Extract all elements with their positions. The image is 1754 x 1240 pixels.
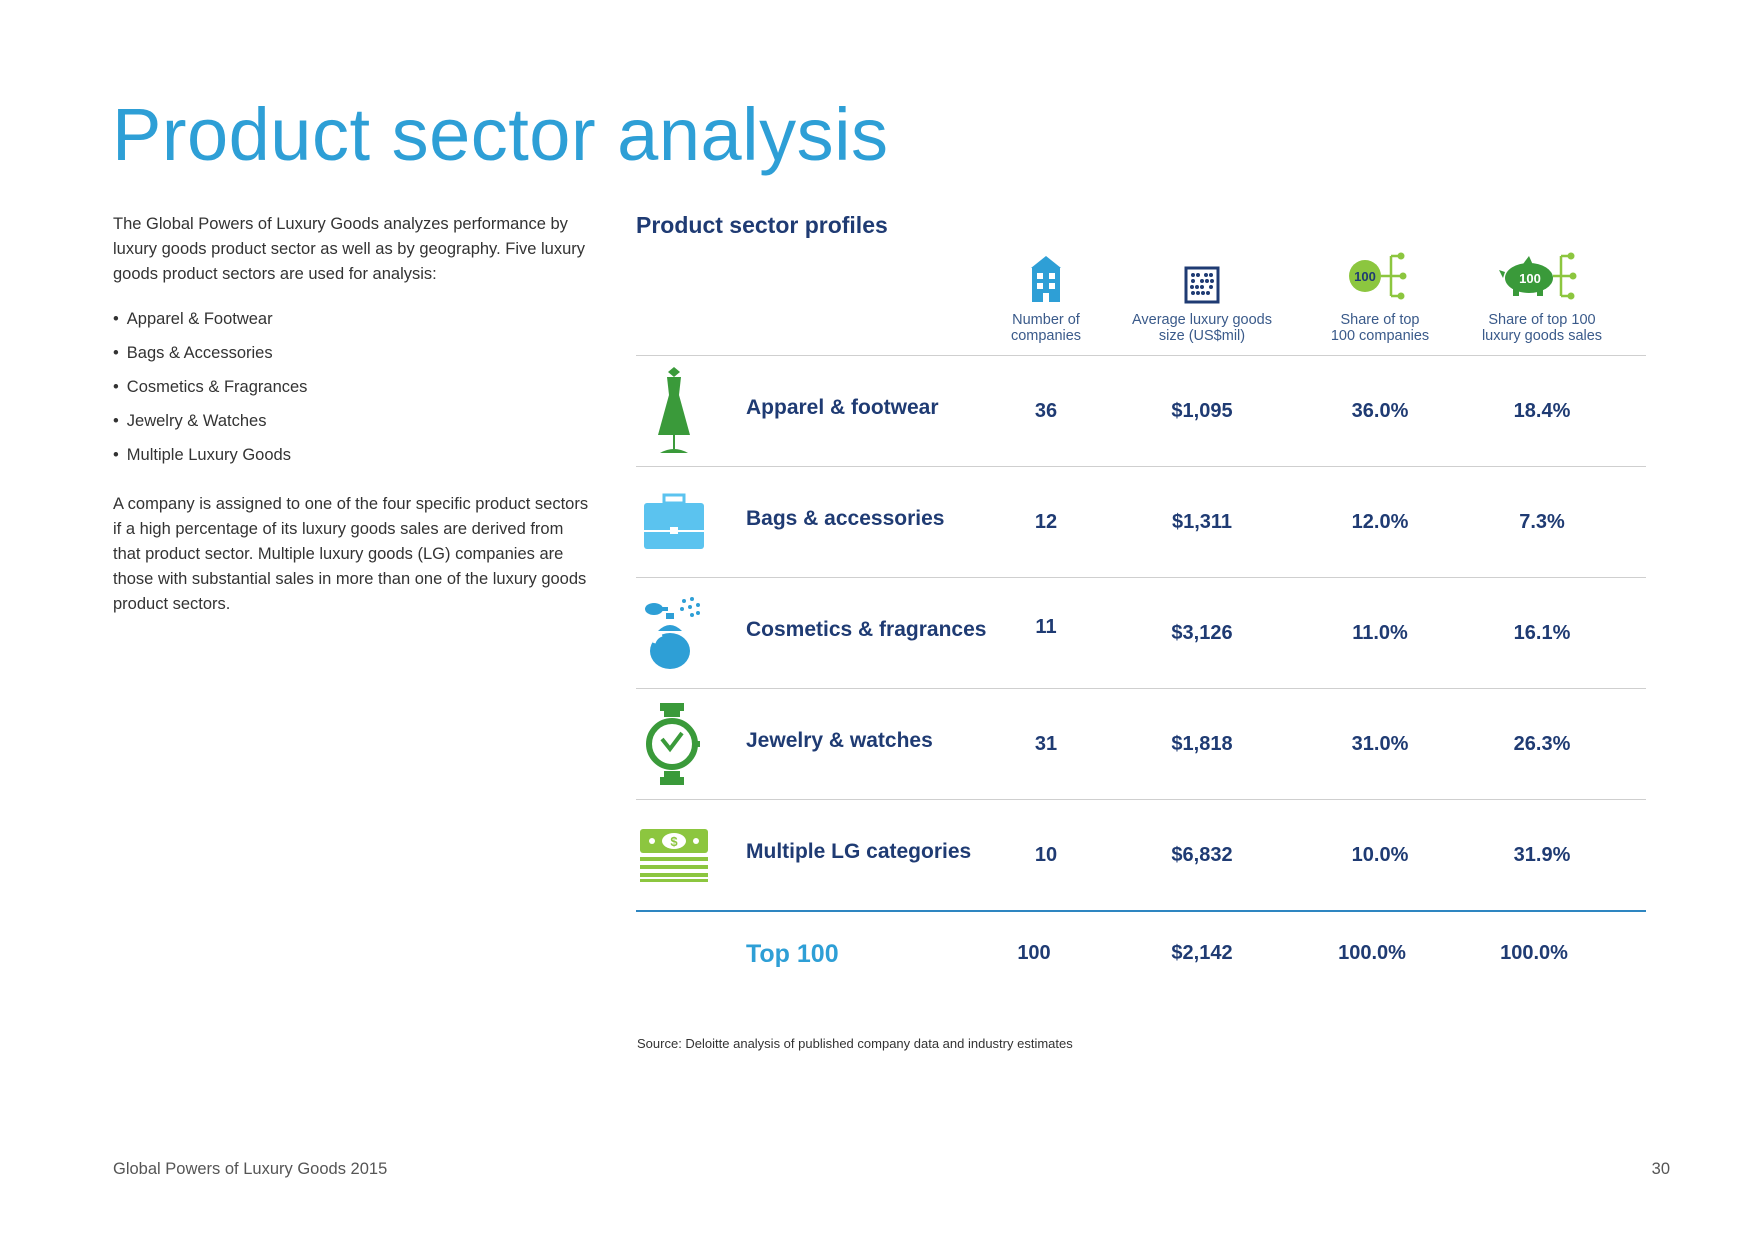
list-item: Bags & Accessories (113, 341, 593, 366)
table-row-total: Top 100 100 $2,142 100.0% 100.0% (636, 910, 1646, 1002)
cell-share-companies: 36.0% (1351, 400, 1409, 422)
cell-share-companies: 31.0% (1351, 733, 1409, 755)
col-label-line1: Number of (1012, 312, 1080, 328)
cell-avg-size: $1,818 (1171, 733, 1233, 755)
list-item: Multiple Luxury Goods (113, 443, 593, 468)
col-label-line2: 100 companies (1330, 328, 1430, 344)
cell-share-companies: 100.0% (1338, 942, 1406, 964)
row-label: Cosmetics & fragrances (746, 618, 987, 641)
page-number: 30 (1651, 1160, 1670, 1178)
row-label: Bags & accessories (746, 507, 945, 530)
list-item: Cosmetics & Fragrances (113, 375, 593, 400)
cell-share-companies: 10.0% (1351, 844, 1409, 866)
table-body: Apparel & footwear 36 $1,095 36.0% 18.4%… (636, 355, 1646, 1002)
cell-count: 10 (1034, 844, 1058, 866)
intro-paragraph-2: A company is assigned to one of the four… (113, 495, 589, 613)
cell-share-sales: 100.0% (1500, 942, 1568, 964)
cell-count: 12 (1034, 511, 1058, 533)
col-head-share-companies: 100 Share of top 100 companies (1300, 244, 1460, 344)
svg-text:$: $ (670, 834, 678, 849)
cell-avg-size: $1,311 (1171, 511, 1233, 533)
row-label: Apparel & footwear (746, 396, 939, 419)
table-row: Jewelry & watches 31 $1,818 31.0% 26.3% (636, 688, 1646, 799)
page-title: Product sector analysis (112, 93, 889, 176)
cell-share-sales: 7.3% (1519, 511, 1565, 533)
cell-share-sales: 26.3% (1513, 733, 1571, 755)
money-stack-icon: $ (636, 808, 712, 902)
sector-list: Apparel & Footwear Bags & Accessories Co… (113, 307, 593, 468)
badge-100-text: 100 (1354, 269, 1376, 284)
cell-avg-size: $6,832 (1171, 844, 1233, 866)
cell-share-sales: 31.9% (1513, 844, 1571, 866)
perfume-icon (636, 586, 712, 680)
briefcase-icon (636, 475, 712, 569)
watch-icon (636, 697, 712, 791)
table-row: Cosmetics & fragrances 11 $3,126 11.0% 1… (636, 577, 1646, 688)
col-label-line2: companies (1010, 328, 1082, 344)
piggy-bank-100-icon: 100 (1462, 244, 1622, 304)
col-head-avg-size: Average luxury goods size (US$mil) (1122, 244, 1282, 344)
col-label-line1: Average luxury goods (1132, 312, 1272, 328)
cell-share-companies: 11.0% (1352, 622, 1408, 644)
cell-share-sales: 18.4% (1513, 400, 1571, 422)
intro-text: The Global Powers of Luxury Goods analyz… (113, 212, 593, 617)
source-note: Source: Deloitte analysis of published c… (637, 1036, 1073, 1051)
badge-100-text: 100 (1519, 271, 1541, 286)
cell-share-companies: 12.0% (1351, 511, 1409, 533)
list-item: Apparel & Footwear (113, 307, 593, 332)
col-label-line2: size (US$mil) (1158, 328, 1246, 344)
cell-share-sales: 16.1% (1513, 622, 1571, 644)
cell-avg-size: $2,142 (1171, 942, 1233, 964)
cell-count: 11 (1035, 616, 1057, 638)
cell-count: 100 (1017, 942, 1051, 964)
footer-title: Global Powers of Luxury Goods 2015 (113, 1160, 388, 1178)
row-label: Jewelry & watches (746, 729, 933, 752)
building-icon (966, 244, 1126, 304)
list-item: Jewelry & Watches (113, 409, 593, 434)
total-label: Top 100 (746, 940, 839, 968)
col-label-line2: luxury goods sales (1481, 328, 1603, 344)
table-row: Bags & accessories 12 $1,311 12.0% 7.3% (636, 466, 1646, 577)
table-row: Apparel & footwear 36 $1,095 36.0% 18.4% (636, 355, 1646, 466)
dress-icon (636, 364, 712, 458)
table-row: $ Multiple LG categories 10 $6,832 10.0%… (636, 799, 1646, 910)
cell-count: 36 (1034, 400, 1058, 422)
abacus-icon (1122, 244, 1282, 304)
col-head-companies: Number of companies (966, 244, 1126, 344)
share-100-icon: 100 (1300, 244, 1460, 304)
col-label-line1: Share of top (1340, 312, 1420, 328)
row-label: Multiple LG categories (746, 840, 972, 863)
cell-avg-size: $1,095 (1171, 400, 1233, 422)
col-label-line1: Share of top 100 (1488, 312, 1596, 328)
cell-count: 31 (1034, 733, 1058, 755)
col-head-share-sales: 100 Share of top 100 luxury goods sales (1462, 244, 1622, 344)
cell-avg-size: $3,126 (1171, 622, 1233, 644)
intro-paragraph-1: The Global Powers of Luxury Goods analyz… (113, 215, 586, 283)
table-title: Product sector profiles (636, 212, 888, 238)
